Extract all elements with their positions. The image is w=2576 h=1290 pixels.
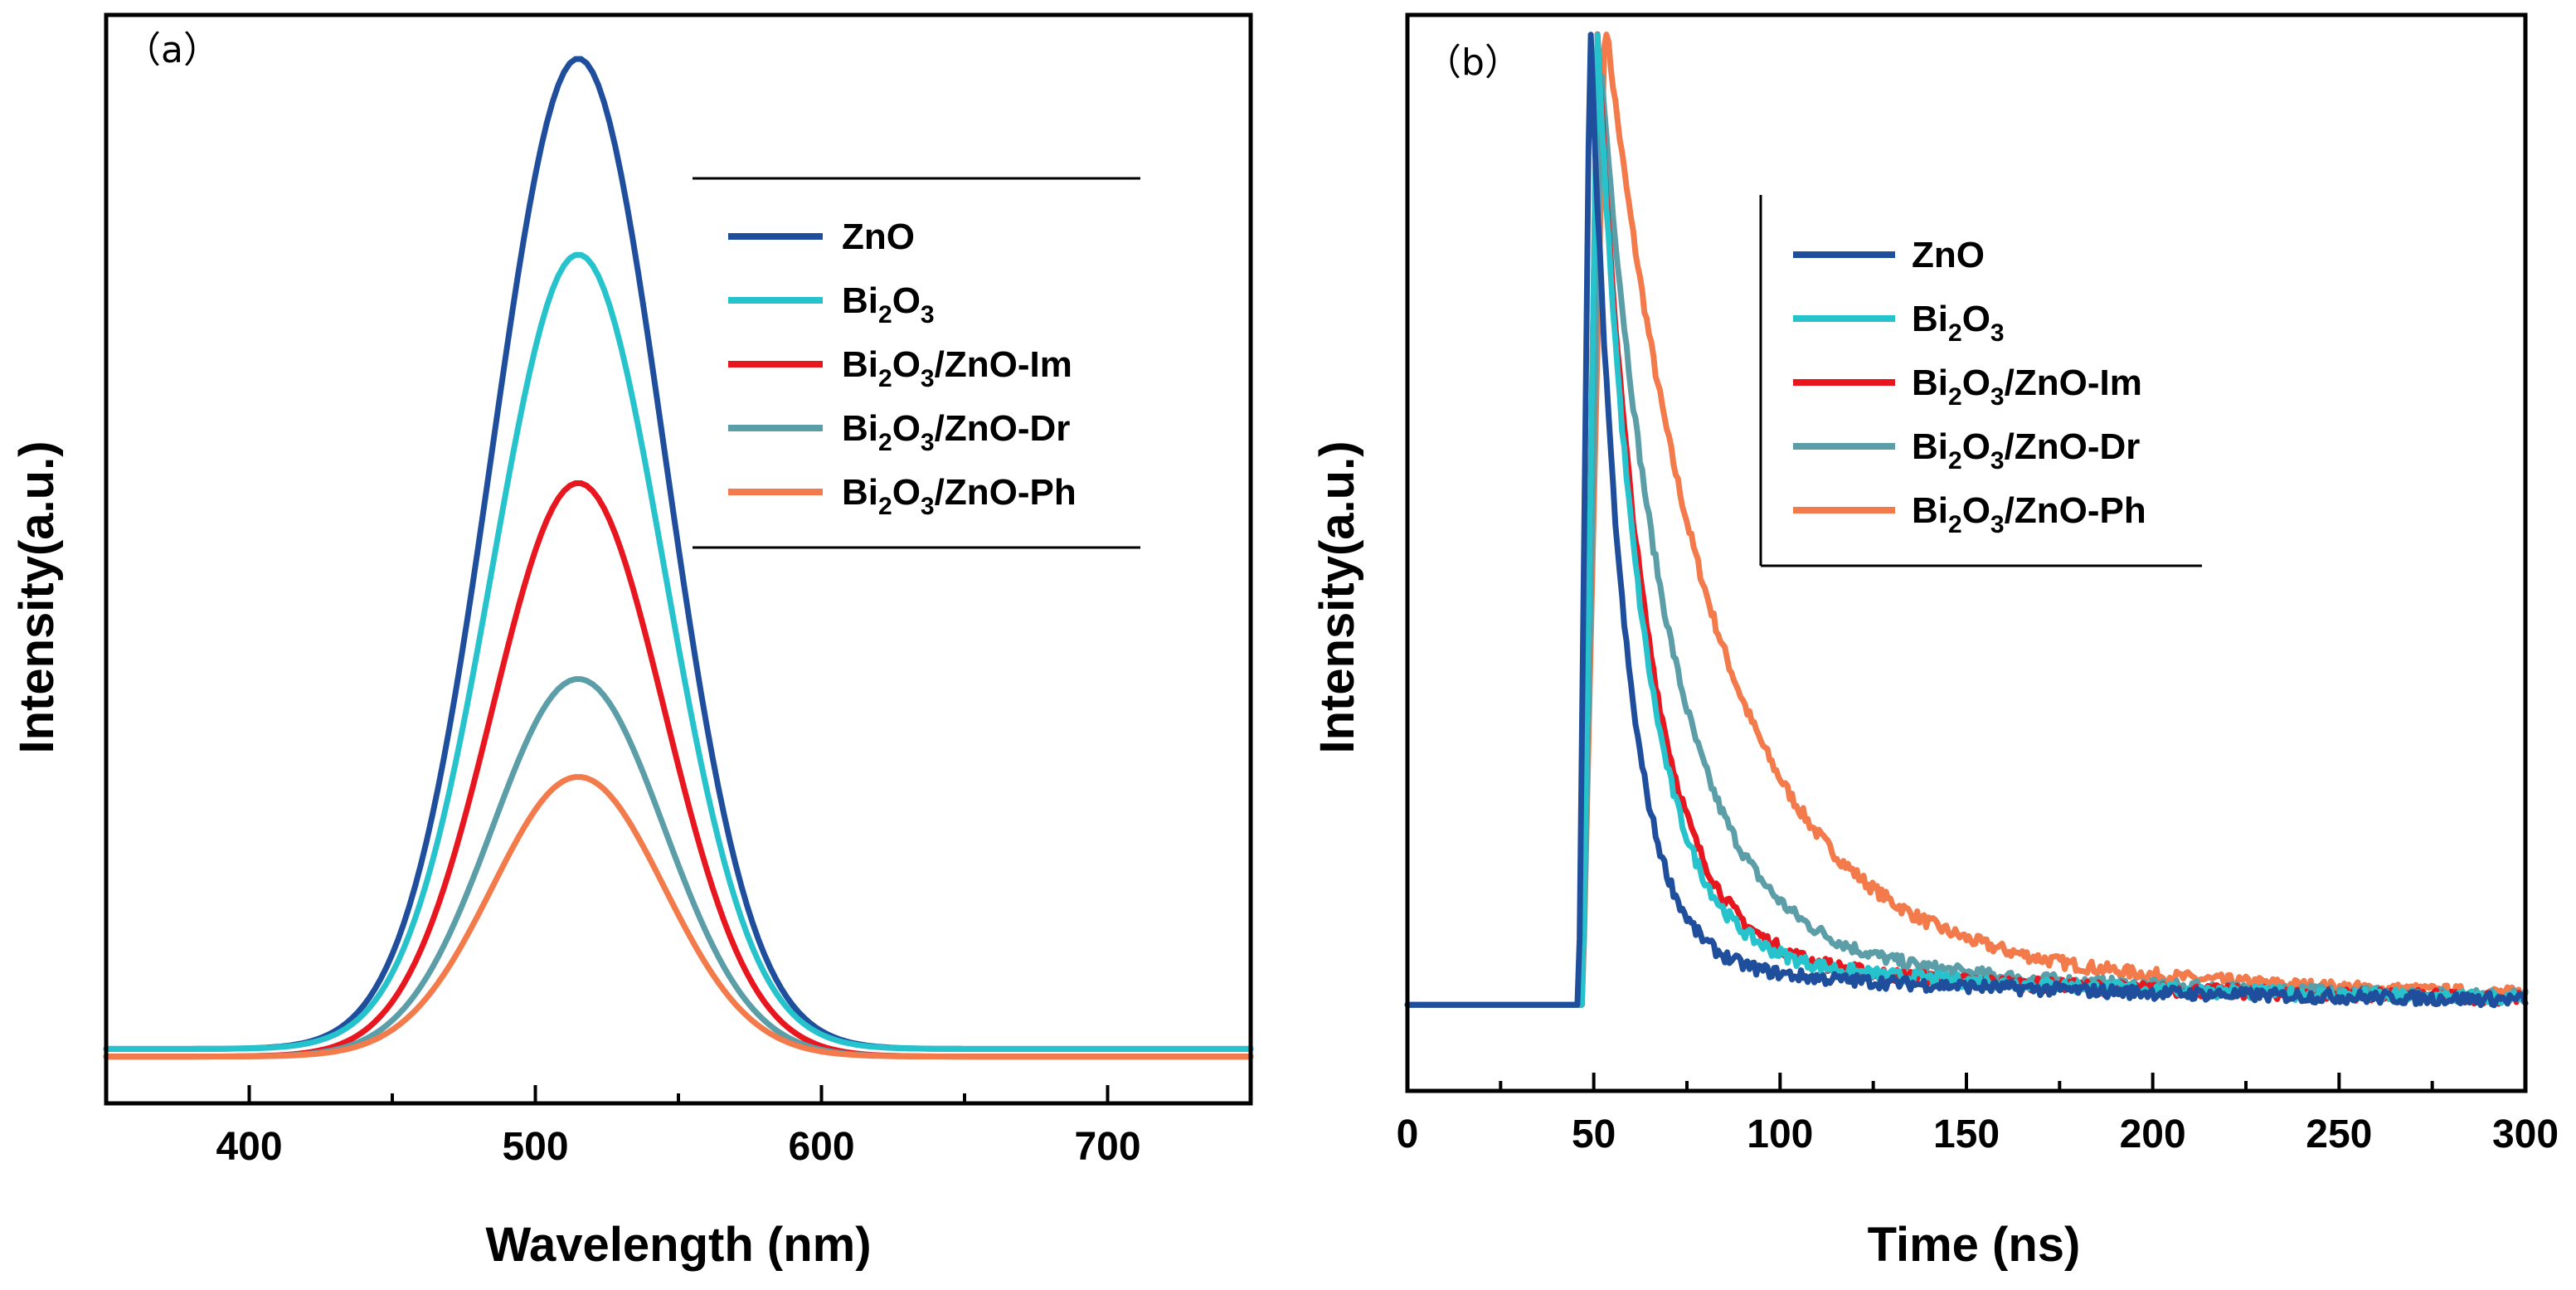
panel-a-x-ticks: 400 500 600 700 [104, 1085, 1252, 1169]
panel-a-legend-label-0: ZnO [842, 217, 915, 257]
panel-b-label: （b） [1425, 41, 1521, 84]
panel-a-x-axis-label: Wavelength (nm) [485, 1218, 871, 1272]
panel-b-legend-label-0: ZnO [1912, 235, 1985, 275]
panel-a-legend-label-4: Bi2O3/ZnO-Ph [842, 472, 1077, 520]
panel-a-series-line-1 [103, 251, 1254, 1052]
panel-a-y-axis-label: Intensity(a.u.) [10, 441, 64, 753]
panel-b-tick-label-2: 100 [1747, 1112, 1813, 1156]
panel-a-tick-label-2: 600 [788, 1125, 854, 1169]
panel-b-tick-label-4: 200 [2120, 1112, 2186, 1156]
panel-b-series-line-0 [1404, 32, 2529, 1009]
panel-b-series-group [1404, 31, 2529, 1009]
panel-b-legend-label-2: Bi2O3/ZnO-Im [1912, 363, 2142, 411]
panel-b-tick-label-0: 0 [1397, 1112, 1419, 1156]
panel-b-x-axis-label: Time (ns) [1868, 1218, 2081, 1272]
panel-a-legend-label-1: Bi2O3 [842, 280, 935, 329]
panel-a-series-group [103, 56, 1254, 1060]
panel-b-tick-label-3: 150 [1933, 1112, 2000, 1156]
panel-b-time-chart: 0 50 100 150 200 250 300 （b） Time (ns) Intensi… [1310, 12, 2559, 1272]
panel-b-tick-label-6: 300 [2492, 1112, 2559, 1156]
panel-b-tick-label-1: 50 [1572, 1112, 1616, 1156]
panel-a-legend-label-3: Bi2O3/ZnO-Dr [842, 408, 1070, 456]
panel-a-tick-label-1: 500 [502, 1125, 568, 1169]
panel-a-tick-label-0: 400 [216, 1125, 282, 1169]
panel-b-y-axis-label: Intensity(a.u.) [1310, 441, 1364, 753]
panel-a-legend-label-2: Bi2O3/ZnO-Im [842, 344, 1072, 392]
panel-a-tick-label-3: 700 [1074, 1125, 1140, 1169]
panel-b-x-ticks: 0 50 100 150 200 250 300 [1397, 1073, 2559, 1156]
panel-a-series-line-4 [103, 774, 1254, 1060]
panel-b-legend-label-4: Bi2O3/ZnO-Ph [1912, 490, 2146, 538]
panel-b-legend: ZnO Bi2O3 Bi2O3/ZnO-Im Bi2O3/ZnO-Dr Bi2O3/Zn… [1759, 195, 2202, 567]
panel-a-wavelength-chart: 400 500 600 700 （a） Wavelength (nm) Intensi… [10, 12, 1254, 1272]
panel-b-tick-label-5: 250 [2306, 1112, 2372, 1156]
panel-b-legend-label-1: Bi2O3 [1912, 299, 2005, 347]
panel-a-legend: ZnO Bi2O3 Bi2O3/ZnO-Im Bi2O3/ZnO-Dr Bi2O3/Zn… [693, 177, 1140, 549]
panel-b-legend-label-3: Bi2O3/ZnO-Dr [1912, 426, 2140, 475]
panel-a-label: （a） [124, 29, 220, 71]
